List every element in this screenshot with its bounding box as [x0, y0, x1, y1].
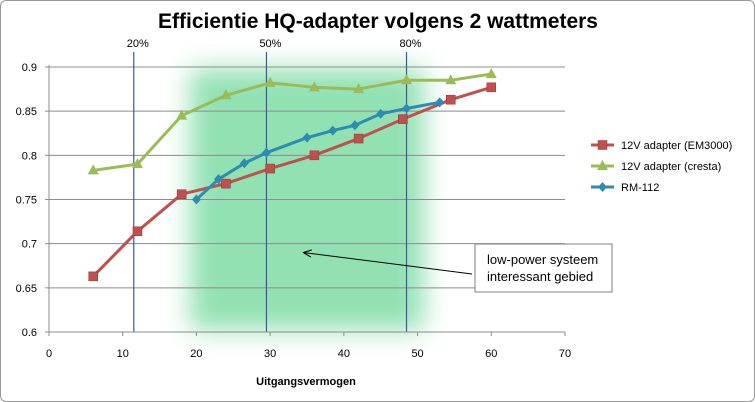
- data-point: [401, 74, 413, 85]
- y-tick-label: 0.85: [16, 106, 37, 118]
- data-point: [132, 226, 143, 237]
- legend-label: 12V adapter (EM3000): [621, 140, 732, 152]
- vertical-marker-label: 50%: [259, 38, 281, 50]
- vertical-marker-label: 80%: [399, 38, 421, 50]
- chart-title: Efficientie HQ-adapter volgens 2 wattmet…: [158, 10, 598, 33]
- legend-item: 12V adapter (cresta): [591, 160, 721, 173]
- series-3: [191, 97, 445, 205]
- data-point: [485, 68, 497, 79]
- y-tick-label: 0.75: [16, 195, 37, 207]
- x-tick-label: 10: [117, 348, 129, 360]
- data-point: [220, 89, 232, 100]
- data-point: [308, 81, 320, 92]
- y-tick-label: 0.6: [22, 327, 37, 339]
- legend-marker: [597, 140, 608, 150]
- x-axis-title: Uitgangsvermogen: [256, 376, 356, 388]
- data-point: [87, 164, 99, 175]
- y-tick-label: 0.7: [22, 239, 37, 251]
- annotation-arrow: [303, 253, 473, 275]
- annotation-text: interessant gebied: [487, 269, 593, 284]
- vertical-marker-label: 20%: [127, 38, 149, 50]
- data-point: [176, 189, 187, 199]
- y-tick-label: 0.8: [22, 150, 37, 162]
- data-point: [265, 163, 275, 174]
- legend-marker: [597, 160, 608, 170]
- data-point: [264, 76, 276, 87]
- data-point: [309, 150, 320, 161]
- data-point: [435, 97, 445, 108]
- data-point: [221, 178, 231, 189]
- data-point: [176, 109, 188, 120]
- annotation-box: [474, 243, 613, 293]
- data-point: [328, 125, 338, 136]
- series-2: [87, 68, 497, 175]
- x-tick-label: 20: [190, 348, 202, 360]
- data-point: [350, 120, 360, 131]
- legend-label: RM-112: [621, 182, 659, 194]
- series-1: [88, 82, 497, 282]
- legend-marker: [598, 182, 607, 192]
- data-point: [239, 158, 249, 169]
- series-line: [91, 85, 493, 278]
- x-tick-label: 60: [485, 348, 497, 360]
- data-point: [402, 103, 412, 114]
- annotation-text: low-power systeem: [487, 252, 598, 267]
- data-point: [214, 174, 224, 185]
- data-point: [353, 83, 365, 94]
- x-tick-label: 70: [559, 348, 571, 360]
- x-tick-label: 30: [264, 348, 276, 360]
- legend-label: 12V adapter (cresta): [621, 161, 721, 173]
- data-point: [445, 94, 456, 105]
- data-point: [191, 194, 201, 205]
- legend-item: RM-112: [591, 182, 659, 194]
- data-point: [376, 108, 386, 119]
- y-tick-label: 0.65: [16, 283, 37, 295]
- data-point: [88, 271, 98, 282]
- data-point: [445, 74, 457, 85]
- data-point: [486, 82, 497, 93]
- data-point: [131, 158, 143, 169]
- x-tick-label: 40: [338, 348, 350, 360]
- x-tick-label: 50: [411, 348, 423, 360]
- data-point: [302, 132, 312, 143]
- series-line: [91, 72, 493, 172]
- data-point: [353, 133, 364, 144]
- data-point: [261, 147, 271, 158]
- series-line: [194, 100, 442, 201]
- y-tick-label: 0.9: [22, 62, 37, 74]
- legend-item: 12V adapter (EM3000): [591, 140, 732, 152]
- data-point: [398, 114, 408, 124]
- x-tick-label: 0: [46, 348, 52, 360]
